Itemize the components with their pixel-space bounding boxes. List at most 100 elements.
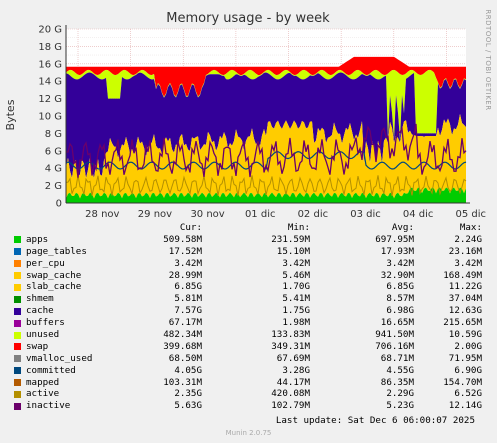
legend-name: inactive bbox=[26, 400, 71, 412]
line-committed bbox=[65, 151, 467, 170]
legend-name: page_tables bbox=[26, 245, 87, 257]
x-tick-label: 02 dic bbox=[298, 209, 329, 220]
legend-avg: 697.95M bbox=[375, 233, 414, 245]
legend-min: 3.42M bbox=[282, 257, 310, 269]
legend-swatch bbox=[14, 295, 21, 303]
legend-row-cache: cache 7.57G 1.75G 6.98G 12.63G bbox=[12, 305, 490, 317]
legend-name: unused bbox=[26, 329, 60, 341]
x-tick-label: 29 nov bbox=[138, 209, 172, 220]
legend-cur: 5.63G bbox=[174, 400, 202, 412]
legend-name: apps bbox=[26, 233, 49, 245]
legend-min: 44.17M bbox=[276, 376, 310, 388]
legend-max: 37.04M bbox=[448, 293, 482, 305]
areas-group bbox=[66, 56, 466, 203]
legend-swatch bbox=[14, 283, 21, 291]
legend-swatch bbox=[14, 319, 21, 327]
legend-row-committed: committed 4.05G 3.28G 4.55G 6.90G bbox=[12, 365, 490, 377]
line-inactive bbox=[65, 123, 467, 178]
legend-swatch bbox=[14, 379, 21, 387]
y-tick-label: 14 G bbox=[38, 77, 62, 88]
legend-name: active bbox=[26, 388, 60, 400]
legend-name: slab_cache bbox=[26, 281, 82, 293]
y-tick-label: 12 G bbox=[38, 94, 62, 105]
legend-avg: 6.85G bbox=[386, 281, 414, 293]
legend-cur: 482.34M bbox=[163, 329, 202, 341]
y-tick-label: 16 G bbox=[38, 59, 62, 70]
legend-row-per-cpu: per_cpu 3.42M 3.42M 3.42M 3.42M bbox=[12, 258, 490, 270]
legend-swatch bbox=[14, 272, 21, 280]
legend-swatch bbox=[14, 307, 21, 315]
legend-avg: 16.65M bbox=[380, 317, 414, 329]
x-tick-label: 04 dic bbox=[403, 209, 434, 220]
legend-avg: 17.93M bbox=[380, 245, 414, 257]
legend-avg: 4.55G bbox=[386, 364, 414, 376]
legend-name: shmem bbox=[26, 293, 54, 305]
munin-version: Munin 2.0.75 bbox=[225, 429, 272, 437]
x-ticks: 28 nov 29 nov 30 nov 01 dic 02 dic 03 dic 04 d… bbox=[85, 209, 486, 220]
legend-min: 1.75G bbox=[282, 305, 310, 317]
legend-min: 231.59M bbox=[271, 233, 310, 245]
legend-row-slab-cache: slab_cache 6.85G 1.70G 6.85G 11.22G bbox=[12, 281, 490, 293]
chart-title: Memory usage - by week bbox=[166, 11, 330, 26]
legend-avg: 68.71M bbox=[380, 352, 414, 364]
legend-name: vmalloc_used bbox=[26, 352, 93, 364]
y-tick-label: 20 G bbox=[38, 25, 62, 36]
x-tick-label: 28 nov bbox=[85, 209, 119, 220]
legend-row-page-tables: page_tables 17.52M 15.10M 17.93M 23.16M bbox=[12, 246, 490, 258]
legend-cur: 17.52M bbox=[168, 245, 202, 257]
y-ticks: 0 2 G 4 G 6 G 8 G 10 G 12 G 14 G 16 G 18 G 20 G bbox=[38, 25, 62, 210]
axes-group bbox=[65, 25, 470, 204]
legend-min: 1.98M bbox=[282, 317, 310, 329]
legend-swatch bbox=[14, 248, 21, 256]
legend-row-unused: unused 482.34M 133.83M 941.50M 10.59G bbox=[12, 329, 490, 341]
memory-chart: Memory usage - by week Bytes RRDTOOL / T… bbox=[4, 9, 492, 220]
legend-avg: 5.23G bbox=[386, 400, 414, 412]
legend-max: 154.70M bbox=[443, 376, 482, 388]
area-cache bbox=[66, 72, 466, 179]
header-min: Min: bbox=[287, 222, 310, 233]
legend-swatch bbox=[14, 236, 21, 244]
legend-min: 5.46M bbox=[282, 269, 310, 281]
legend-avg: 941.50M bbox=[375, 329, 414, 341]
area-apps bbox=[66, 187, 466, 203]
x-tick-label: 01 dic bbox=[245, 209, 276, 220]
legend-row-mapped: mapped 103.31M 44.17M 86.35M 154.70M bbox=[12, 377, 490, 389]
y-tick-label: 8 G bbox=[45, 129, 62, 140]
legend-row-vmalloc-used: vmalloc_used 68.50M 67.69M 68.71M 71.95M bbox=[12, 353, 490, 365]
area-unused bbox=[66, 69, 466, 141]
legend-max: 168.49M bbox=[443, 269, 482, 281]
x-tick-label: 03 dic bbox=[350, 209, 381, 220]
legend-avg: 706.16M bbox=[375, 340, 414, 352]
legend-avg: 32.90M bbox=[380, 269, 414, 281]
legend-avg: 3.42M bbox=[386, 257, 414, 269]
legend-name: committed bbox=[26, 364, 76, 376]
legend-max: 6.90G bbox=[454, 364, 482, 376]
legend-row-inactive: inactive 5.63G 102.79M 5.23G 12.14G bbox=[12, 400, 490, 412]
legend-min: 420.08M bbox=[271, 388, 310, 400]
legend-max: 3.42M bbox=[454, 257, 482, 269]
legend-max: 11.22G bbox=[448, 281, 482, 293]
legend-row-active: active 2.35G 420.08M 2.29G 6.52G bbox=[12, 388, 490, 400]
legend-min: 5.41M bbox=[282, 293, 310, 305]
legend-name: cache bbox=[26, 305, 54, 317]
y-tick-label: 6 G bbox=[45, 146, 62, 157]
legend-min: 67.69M bbox=[276, 352, 310, 364]
x-tick-label: 30 nov bbox=[190, 209, 224, 220]
legend-avg: 2.29G bbox=[386, 388, 414, 400]
legend-cur: 67.17M bbox=[168, 317, 202, 329]
legend-header-row: Cur: Min: Avg: Max: bbox=[12, 222, 490, 234]
legend-swatch bbox=[14, 331, 21, 339]
legend-cur: 2.35G bbox=[174, 388, 202, 400]
legend-cur: 6.85G bbox=[174, 281, 202, 293]
legend-max: 6.52G bbox=[454, 388, 482, 400]
legend-cur: 28.99M bbox=[168, 269, 202, 281]
legend-swatch bbox=[14, 402, 21, 410]
legend-max: 215.65M bbox=[443, 317, 482, 329]
legend-max: 71.95M bbox=[448, 352, 482, 364]
last-update: Last update: Sat Dec 6 06:00:07 2025 bbox=[275, 415, 475, 426]
legend-name: mapped bbox=[26, 376, 60, 388]
legend-avg: 6.98G bbox=[386, 305, 414, 317]
legend-cur: 4.05G bbox=[174, 364, 202, 376]
legend-name: swap_cache bbox=[26, 269, 82, 281]
legend-max: 2.00G bbox=[454, 340, 482, 352]
